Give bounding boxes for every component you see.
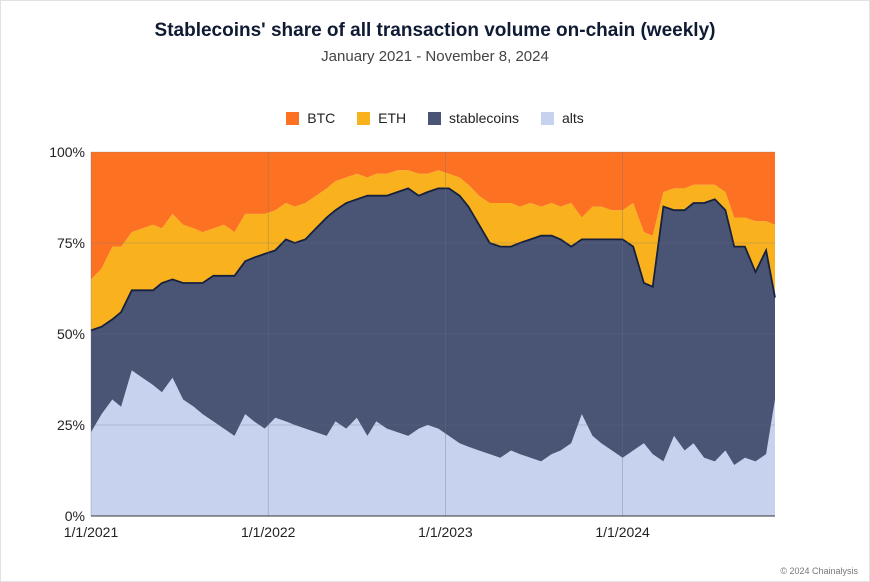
legend-item-alts: alts [540,110,584,126]
y-tick-label: 25% [57,417,85,433]
legend-swatch-eth [357,112,371,125]
x-tick-label: 1/1/2023 [418,524,473,540]
x-tick-label: 1/1/2021 [64,524,119,540]
area-stablecoins [91,188,775,465]
legend-swatch-stablecoins [428,112,442,125]
legend-item-btc: BTC [286,110,335,126]
legend-label-btc: BTC [307,110,336,126]
area-eth [91,170,775,331]
chart-subtitle: January 2021 - November 8, 2024 [321,48,549,65]
y-tick-label: 50% [57,326,85,342]
chart-title: Stablecoins' share of all transaction vo… [154,20,716,41]
legend: BTC ETH stablecoins alts [0,110,870,126]
legend-swatch-btc [286,112,300,125]
area-btc [91,152,775,280]
stablecoins-boundary-line [90,187,776,332]
area-alts [91,370,775,516]
legend-swatch-alts [540,112,554,125]
y-tick-label: 0% [65,508,85,524]
legend-item-stablecoins: stablecoins [428,110,519,126]
x-tick-label: 1/1/2022 [241,524,296,540]
y-tick-label: 75% [57,235,85,251]
legend-item-eth: ETH [357,110,406,126]
copyright-notice: © 2024 Chainalysis [780,566,858,576]
y-tick-label: 100% [49,144,85,160]
legend-label-eth: ETH [378,110,407,126]
x-tick-label: 1/1/2024 [595,524,650,540]
legend-label-alts: alts [561,110,584,126]
legend-label-stablecoins: stablecoins [449,110,520,126]
